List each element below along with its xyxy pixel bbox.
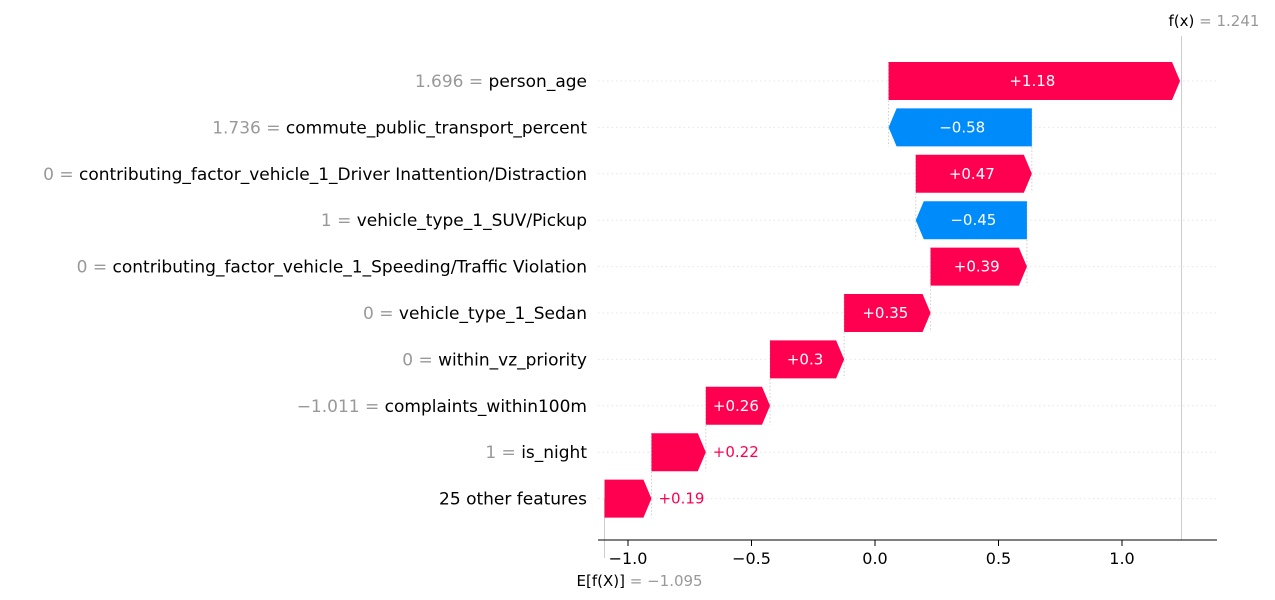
bar-positive	[844, 294, 931, 332]
feature-label: 0 = contributing_factor_vehicle_1_Speedi…	[77, 258, 587, 278]
x-tick-label: 0.0	[862, 549, 887, 568]
feature-name: is_night	[521, 443, 587, 463]
bar-value-label: +0.26	[713, 397, 759, 415]
feature-value: 0 =	[363, 304, 399, 324]
base-value-annotation: E[f(X)] = −1.095	[577, 572, 703, 590]
feature-name: contributing_factor_vehicle_1_Speeding/T…	[113, 258, 587, 278]
feature-value: −1.011 =	[297, 397, 385, 417]
bar-positive	[915, 154, 1032, 193]
bar-negative	[915, 201, 1027, 240]
feature-label: 1 = is_night	[485, 443, 587, 463]
output-value-annotation: f(x) = 1.241	[1169, 12, 1260, 30]
bar-value-label: +1.18	[1009, 72, 1055, 90]
bar-value-label: +0.22	[713, 443, 759, 461]
feature-value: 0 =	[77, 258, 113, 278]
feature-name: vehicle_type_1_Sedan	[399, 304, 587, 324]
feature-label: 25 other features	[439, 490, 587, 510]
bar-positive	[930, 247, 1027, 286]
feature-name: person_age	[489, 72, 587, 92]
feature-value: 1 =	[321, 211, 357, 231]
bar-value-label: −0.45	[950, 211, 996, 229]
feature-label: 0 = contributing_factor_vehicle_1_Driver…	[43, 165, 587, 185]
feature-name: vehicle_type_1_SUV/Pickup	[357, 211, 587, 231]
bar-value-label: +0.35	[862, 304, 908, 322]
bar-value-label: +0.47	[949, 165, 995, 183]
feature-value: 0 =	[43, 165, 79, 185]
feature-name: contributing_factor_vehicle_1_Driver Ina…	[79, 165, 587, 185]
bar-value-label: −0.58	[939, 118, 985, 136]
x-tick-label: −1.0	[609, 549, 648, 568]
bar-value-label: +0.39	[954, 258, 1000, 276]
feature-labels: 1.696 = person_age 1.736 = commute_public…	[43, 72, 587, 510]
x-axis: −1.0 −0.5 0.0 0.5 1.0	[598, 539, 1217, 568]
bar-positive	[604, 479, 652, 518]
feature-label: 0 = within_vz_priority	[402, 350, 587, 370]
bar-positive	[888, 62, 1181, 100]
bar-positive	[770, 340, 845, 379]
feature-name: complaints_within100m	[385, 397, 587, 417]
bar-positive	[651, 433, 706, 472]
feature-name: 25 other features	[439, 490, 587, 510]
base-value-label: E[f(X)]	[577, 572, 630, 590]
bars: +1.18 −0.58 +0.47 −0.45 +0.39 +0.35 +0.3 +0.26 +…	[604, 62, 1181, 518]
feature-label: 1.736 = commute_public_transport_percent	[212, 118, 587, 138]
x-tick-label: 0.5	[986, 549, 1011, 568]
bar-negative	[888, 108, 1032, 147]
feature-value: 0 =	[402, 350, 438, 370]
feature-value: 1 =	[485, 443, 521, 463]
feature-label: 1.696 = person_age	[415, 72, 587, 92]
feature-name: commute_public_transport_percent	[286, 118, 587, 138]
feature-label: −1.011 = complaints_within100m	[297, 397, 587, 417]
feature-value: 1.736 =	[212, 118, 286, 138]
feature-value: 1.696 =	[415, 72, 489, 92]
base-value-number: = −1.095	[630, 572, 703, 590]
x-tick-label: 1.0	[1109, 549, 1134, 568]
feature-label: 0 = vehicle_type_1_Sedan	[363, 304, 587, 324]
feature-name: within_vz_priority	[438, 350, 587, 370]
x-tick-label: −0.5	[732, 549, 771, 568]
bar-value-label: +0.19	[658, 490, 704, 508]
feature-label: 1 = vehicle_type_1_SUV/Pickup	[321, 211, 587, 231]
bar-positive	[705, 386, 771, 425]
output-value-label: f(x)	[1169, 12, 1200, 30]
output-value-number: = 1.241	[1199, 12, 1259, 30]
bar-value-label: +0.3	[787, 350, 823, 368]
